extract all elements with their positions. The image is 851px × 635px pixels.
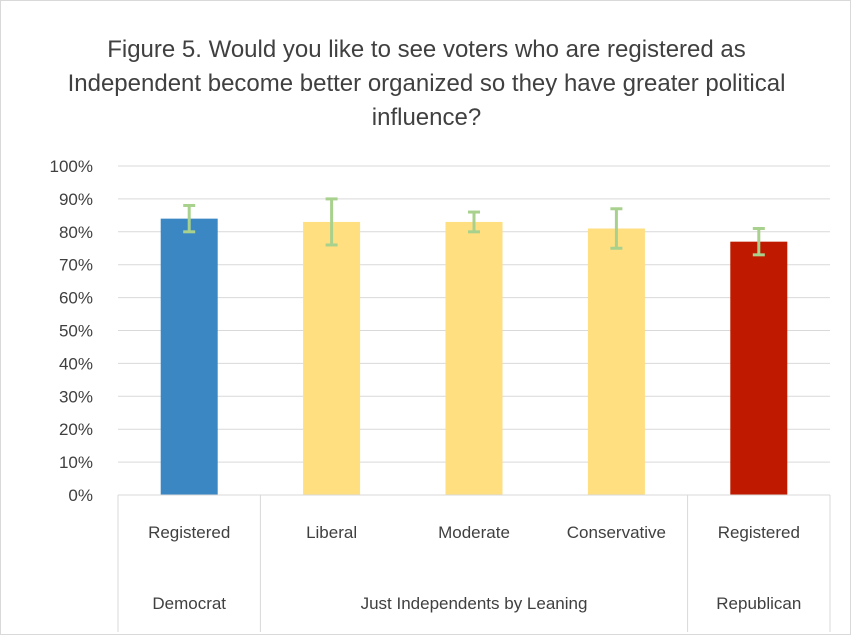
bar [730,241,788,495]
bar [445,221,503,495]
y-tick-label: 10% [59,453,93,472]
x-category-label: Liberal [306,523,357,542]
y-tick-label: 0% [68,486,93,505]
y-tick-label: 60% [59,289,93,308]
y-tick-label: 50% [59,322,93,341]
bar [160,218,218,495]
y-tick-label: 100% [50,157,93,176]
bar [587,228,645,495]
x-group-label: Democrat [152,594,226,613]
x-category-label: Registered [148,523,230,542]
x-group-label: Republican [716,594,801,613]
y-tick-label: 40% [59,354,93,373]
x-category-label: Moderate [438,523,510,542]
x-category-label: Conservative [567,523,666,542]
y-tick-label: 70% [59,256,93,275]
y-tick-label: 30% [59,387,93,406]
y-tick-label: 80% [59,223,93,242]
x-category-label: Registered [718,523,800,542]
x-group-label: Just Independents by Leaning [361,594,588,613]
y-tick-label: 90% [59,190,93,209]
chart-title: Figure 5. Would you like to see voters w… [67,36,786,131]
y-tick-label: 20% [59,420,93,439]
bar [303,221,361,495]
